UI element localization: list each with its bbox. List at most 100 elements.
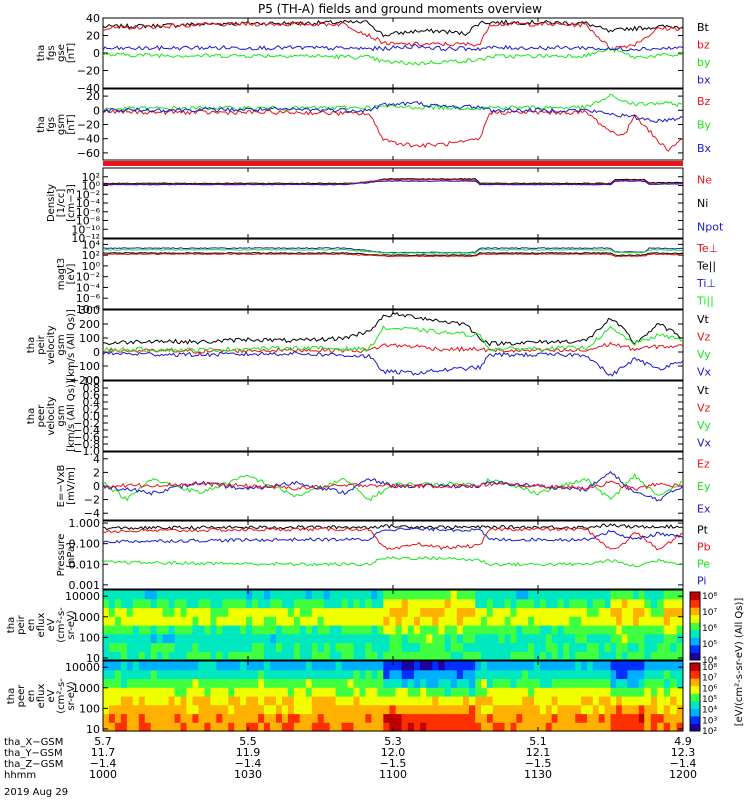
time-axis-value: −1.4	[235, 757, 262, 770]
y-tick-label: 10⁻¹⁰	[71, 223, 100, 236]
heatmap-cell	[598, 696, 606, 706]
heatmap-cell	[627, 642, 634, 652]
colorbar-segment	[690, 637, 700, 646]
heatmap-cell	[186, 633, 193, 644]
legend-entry: Vx	[697, 365, 712, 378]
y-tick-label: −2	[84, 494, 100, 507]
y-axis-label-line: sr-eV)	[66, 610, 77, 639]
heatmap-cell	[258, 661, 265, 671]
heatmap-cell	[317, 590, 325, 600]
heatmap-cell	[563, 669, 570, 680]
heatmap-cell	[120, 722, 128, 732]
heatmap-cell	[413, 696, 421, 706]
heatmap-cell	[534, 713, 541, 723]
series-line-Ey	[102, 472, 684, 502]
heatmap-cell	[481, 704, 488, 715]
y-tick-label: 10⁻⁸	[76, 215, 101, 228]
heatmap-cell	[587, 651, 594, 661]
heatmap-cell	[389, 642, 397, 652]
heatmap-cell	[371, 713, 378, 723]
heatmap-cell	[516, 651, 523, 661]
heatmap-cell	[258, 633, 265, 644]
heatmap-cell	[569, 661, 576, 671]
heatmap-cell	[616, 598, 623, 609]
heatmap-cell	[222, 696, 229, 706]
heatmap-cell	[475, 625, 482, 635]
colorbar-segment	[690, 622, 700, 631]
legend-entry: Pi	[697, 575, 706, 588]
heatmap-cell	[604, 661, 611, 671]
heatmap-cell	[481, 651, 488, 661]
heatmap-cell	[456, 722, 464, 732]
heatmap-cell	[359, 722, 366, 732]
heatmap-cell	[270, 607, 277, 617]
heatmap-cell	[587, 687, 594, 697]
heatmap-cell	[246, 607, 253, 617]
time-axis-value: 5.3	[384, 735, 402, 748]
heatmap-cell	[359, 633, 366, 644]
heatmap-cell	[633, 722, 640, 732]
heatmap-cell	[383, 616, 390, 626]
heatmap-cell	[633, 598, 640, 609]
heatmap-cell	[264, 625, 271, 635]
heatmap-cell	[276, 633, 283, 644]
heatmap-cell	[222, 661, 229, 671]
y-tick-label: 10⁰	[82, 260, 101, 273]
heatmap-cell	[462, 704, 470, 715]
heatmap-cell	[456, 633, 464, 644]
y-tick-label: −60	[77, 147, 100, 160]
heatmap-cell	[444, 642, 452, 652]
heatmap-cell	[341, 590, 349, 600]
heatmap-cell	[365, 669, 372, 680]
heatmap-cell	[450, 713, 458, 723]
heatmap-cell	[426, 598, 433, 609]
heatmap-cell	[156, 590, 164, 600]
heatmap-cell	[210, 607, 217, 617]
heatmap-cell	[353, 661, 360, 671]
heatmap-cell	[276, 669, 283, 680]
heatmap-cell	[621, 590, 628, 600]
heatmap-cell	[120, 651, 128, 661]
heatmap-cell	[644, 633, 652, 644]
heatmap-cell	[438, 590, 445, 600]
heatmap-cell	[186, 598, 193, 609]
heatmap-cell	[120, 590, 128, 600]
heatmap-cell	[539, 590, 547, 600]
heatmap-cell	[317, 642, 325, 652]
heatmap-cell	[335, 590, 343, 600]
heatmap-cell	[545, 607, 553, 617]
heatmap-cell	[276, 651, 283, 661]
heatmap-cell	[216, 722, 223, 732]
heatmap-cell	[627, 687, 634, 697]
heatmap-cell	[347, 616, 354, 626]
heatmap-cell	[186, 678, 193, 688]
heatmap-cell	[174, 607, 182, 617]
heatmap-cell	[633, 696, 640, 706]
heatmap-cell	[545, 590, 553, 600]
heatmap-cell	[174, 633, 182, 644]
y-tick-label: −0.6	[73, 431, 100, 444]
heatmap-cell	[109, 590, 116, 600]
heatmap-cell	[311, 651, 319, 661]
heatmap-cell	[305, 590, 313, 600]
heatmap-cell	[475, 687, 482, 697]
heatmap-cell	[377, 713, 384, 723]
heatmap-cell	[317, 704, 325, 715]
heatmap-cell	[222, 704, 229, 715]
heatmap-cell	[287, 713, 295, 723]
heatmap-cell	[276, 713, 283, 723]
heatmap-cell	[204, 616, 211, 626]
heatmap-cell	[114, 651, 122, 661]
heatmap-cell	[299, 651, 307, 661]
heatmap-cell	[486, 598, 494, 609]
heatmap-cell	[120, 598, 128, 609]
time-axis-value: 12.0	[381, 746, 406, 759]
heatmap-cell	[186, 722, 193, 732]
heatmap-cell	[395, 651, 403, 661]
heatmap-cell	[198, 687, 205, 697]
heatmap-cell	[504, 696, 511, 706]
heatmap-cell	[371, 722, 378, 732]
colorbar-segment	[690, 592, 700, 601]
heatmap-cell	[186, 713, 193, 723]
y-tick-label: 100	[79, 332, 100, 345]
